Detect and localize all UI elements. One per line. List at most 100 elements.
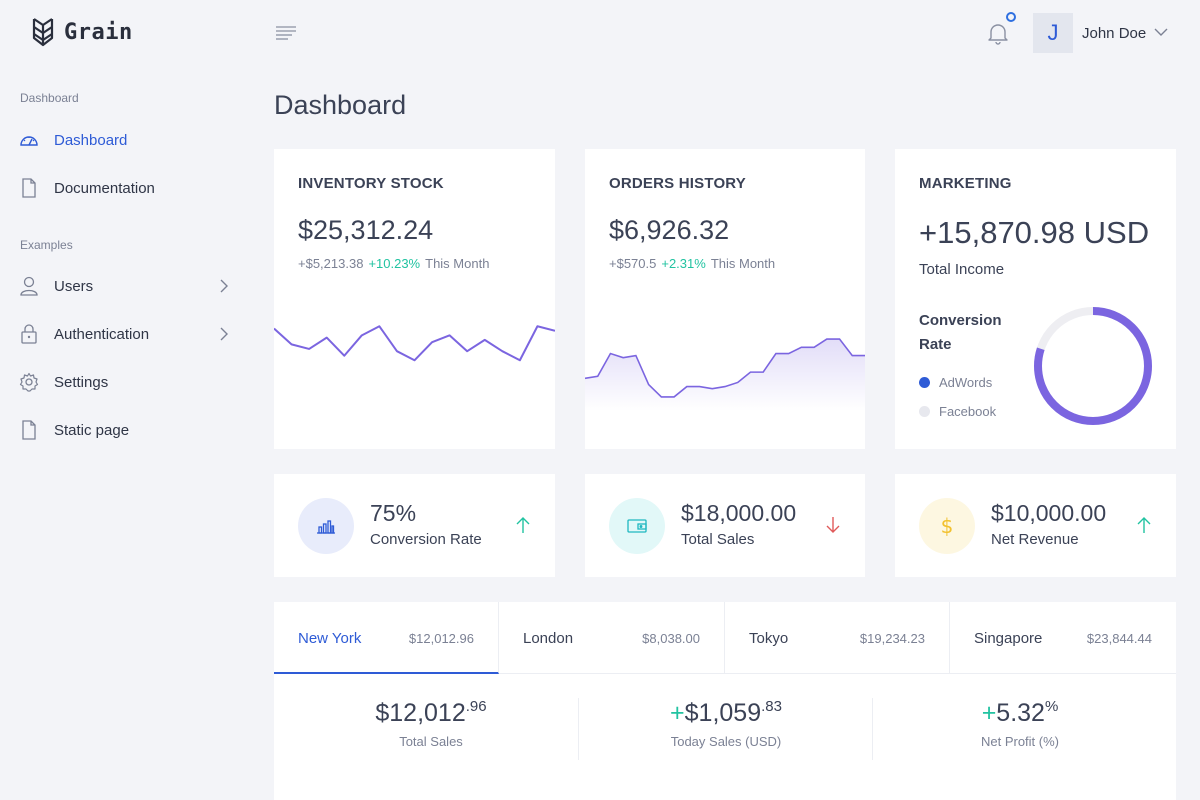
legend-label: AdWords <box>939 375 993 390</box>
summary-label: Today Sales (USD) <box>670 734 782 749</box>
stat-value: $18,000.00 <box>681 500 797 526</box>
sparkline-path <box>274 325 555 362</box>
page-title: Dashboard <box>274 90 407 120</box>
delta-percent: +10.23% <box>368 256 421 271</box>
grain-logo-icon <box>32 18 54 47</box>
tab-label: Tokyo <box>749 630 789 647</box>
sidebar-item-label: Documentation <box>54 179 155 197</box>
legend-facebook: Facebook <box>919 404 996 419</box>
bar-chart-icon <box>298 498 354 554</box>
sidebar-item-label: Authentication <box>54 325 150 343</box>
inventory-sparkline <box>274 325 555 362</box>
legend-label: Facebook <box>939 404 997 419</box>
card-title: MARKETING <box>919 175 1012 192</box>
summary-net-profit: +5.32% Net Profit (%) <box>873 698 1167 749</box>
lock-icon <box>18 323 40 345</box>
total-income-label: Total Income <box>919 261 1005 278</box>
stat-label: Total Sales <box>681 531 755 548</box>
chevron-down-icon <box>1154 24 1168 42</box>
legend-dot <box>919 377 930 388</box>
sidebar-item-label: Settings <box>54 373 109 391</box>
legend-adwords: AdWords <box>919 375 992 390</box>
summary-prefix: + <box>670 699 685 727</box>
sidebar-item-label: Dashboard <box>54 131 128 149</box>
stat-label: Net Revenue <box>991 531 1079 548</box>
arrow-up-icon <box>515 516 531 539</box>
city-tabs-panel: New York $12,012.96 London $8,038.00 Tok… <box>274 602 1176 800</box>
gear-icon <box>18 371 40 393</box>
card-title: ORDERS HISTORY <box>609 175 746 192</box>
tab-label: Singapore <box>974 630 1043 647</box>
sidebar-item-documentation[interactable]: Documentation <box>18 172 233 204</box>
stat-card-conversion: 75% Conversion Rate <box>274 474 555 577</box>
chevron-right-icon <box>219 278 229 299</box>
chevron-right-icon <box>219 326 229 347</box>
stat-card-total-sales: $18,000.00 Total Sales <box>585 474 865 577</box>
summary-main: 5.32 <box>996 699 1045 727</box>
card-value: $6,926.32 <box>609 215 730 245</box>
menu-icon <box>276 26 296 40</box>
menu-toggle-button[interactable] <box>274 22 298 44</box>
inventory-card: INVENTORY STOCK $25,312.24 +$5,213.38 +10… <box>274 149 555 449</box>
delta-value: +$5,213.38 <box>298 256 364 271</box>
sidebar-item-users[interactable]: Users <box>18 270 233 302</box>
delta-value: +$570.5 <box>609 256 657 271</box>
summary-prefix: + <box>981 699 997 727</box>
gauge-icon <box>18 129 40 151</box>
app-name: Grain <box>64 19 133 45</box>
tab-london[interactable]: London $8,038.00 <box>499 602 725 674</box>
summary-label: Total Sales <box>399 734 463 749</box>
stat-card-net-revenue: $ $10,000.00 Net Revenue <box>895 474 1176 577</box>
wallet-icon <box>609 498 665 554</box>
conversion-donut-chart <box>1034 307 1152 425</box>
period-label: This Month <box>425 256 490 271</box>
user-icon <box>18 275 40 297</box>
notifications-button[interactable] <box>985 20 1011 46</box>
orders-area-chart <box>585 338 865 411</box>
sidebar-item-label: Users <box>54 277 94 295</box>
sidebar-item-authentication[interactable]: Authentication <box>18 318 233 350</box>
logo[interactable]: Grain <box>32 16 133 48</box>
summary-total-sales: $12,012.96 Total Sales <box>284 698 578 749</box>
tab-value: $12,012.96 <box>408 631 474 646</box>
period-label: This Month <box>710 256 776 271</box>
summary-value: +5.32% <box>873 698 1167 732</box>
summary-sup: .83 <box>761 698 782 715</box>
summary-main: $12,012 <box>375 699 466 727</box>
bell-icon <box>988 24 1008 45</box>
user-name: John Doe <box>1082 24 1147 42</box>
legend-dot <box>919 406 930 417</box>
stat-value: 75% <box>370 500 417 526</box>
sidebar-item-static-page[interactable]: Static page <box>18 414 233 446</box>
tab-label: London <box>523 630 574 647</box>
tab-value: $8,038.00 <box>642 631 700 646</box>
section-label-dashboard: Dashboard <box>20 91 79 105</box>
sidebar-item-dashboard[interactable]: Dashboard <box>18 124 233 156</box>
summary-sup: % <box>1044 698 1059 715</box>
tab-singapore[interactable]: Singapore $23,844.44 <box>950 602 1176 674</box>
sidebar: Grain Dashboard Dashboard Documentation … <box>0 0 250 800</box>
tab-value: $23,844.44 <box>1086 631 1152 646</box>
marketing-card: MARKETING +15,870.98 USD Total Income Co… <box>895 149 1176 449</box>
area-line <box>585 338 865 398</box>
section-label-examples: Examples <box>20 238 73 252</box>
user-menu[interactable]: J John Doe <box>1033 13 1168 53</box>
card-subtext: +$570.5 +2.31% This Month <box>609 256 775 271</box>
summary-value: $12,012.96 <box>284 698 578 732</box>
conversion-rate-label: Conversion Rate <box>919 312 1002 353</box>
tab-new-york[interactable]: New York $12,012.96 <box>274 602 499 674</box>
arrow-up-icon <box>1136 516 1152 539</box>
orders-card: ORDERS HISTORY $6,926.32 +$570.5 +2.31% Th… <box>585 149 865 449</box>
card-subtext: +$5,213.38 +10.23% This Month <box>298 256 489 271</box>
total-income-value: +15,870.98 USD <box>919 215 1150 250</box>
notification-dot <box>1006 12 1016 22</box>
divider <box>578 698 579 760</box>
dollar-icon: $ <box>919 498 975 554</box>
sidebar-item-label: Static page <box>54 421 130 439</box>
sidebar-item-settings[interactable]: Settings <box>18 366 233 398</box>
card-title: INVENTORY STOCK <box>298 175 444 192</box>
tab-tokyo[interactable]: Tokyo $19,234.23 <box>725 602 950 674</box>
summary-today-sales: +$1,059.83 Today Sales (USD) <box>579 698 873 749</box>
file-icon <box>18 419 40 441</box>
card-value: $25,312.24 <box>298 215 434 245</box>
